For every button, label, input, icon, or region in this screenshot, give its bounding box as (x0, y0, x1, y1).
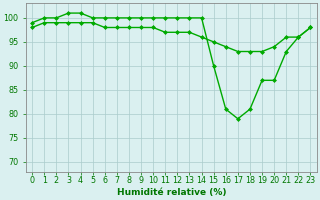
X-axis label: Humidité relative (%): Humidité relative (%) (116, 188, 226, 197)
